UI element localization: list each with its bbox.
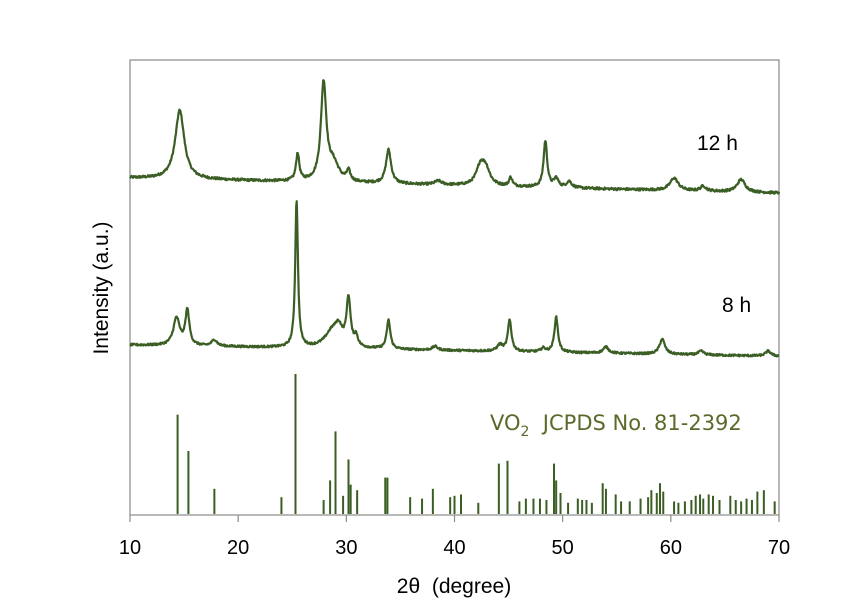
x-tick-label: 60 (660, 537, 682, 559)
reference-label-subscript: 2 (521, 424, 530, 440)
y-axis-title: Intensity (a.u.) (90, 221, 113, 354)
x-tick-label: 70 (768, 537, 790, 559)
series-lines (129, 79, 781, 358)
x-tick-label: 20 (227, 537, 249, 559)
x-axis-title: 2θ (degree) (397, 575, 511, 598)
x-tick-label: 30 (335, 537, 357, 559)
x-tick-label: 50 (552, 537, 574, 559)
series-line-12h (129, 79, 781, 195)
reference-label: VO2 JCPDS No. 81-2392 (490, 411, 742, 440)
series-label-12h: 12 h (697, 132, 738, 155)
series-line-8h (129, 200, 780, 358)
reference-label-rest: JCPDS No. 81-2392 (529, 411, 741, 435)
x-tick-label: 10 (119, 537, 141, 559)
plot-frame (129, 59, 780, 516)
x-axis-ticks: 10 20 30 40 50 60 70 (119, 515, 790, 559)
series-label-8h: 8 h (722, 294, 751, 317)
x-tick-label: 40 (443, 537, 465, 559)
reference-label-main: VO (490, 411, 521, 435)
reference-sticks (176, 374, 776, 514)
